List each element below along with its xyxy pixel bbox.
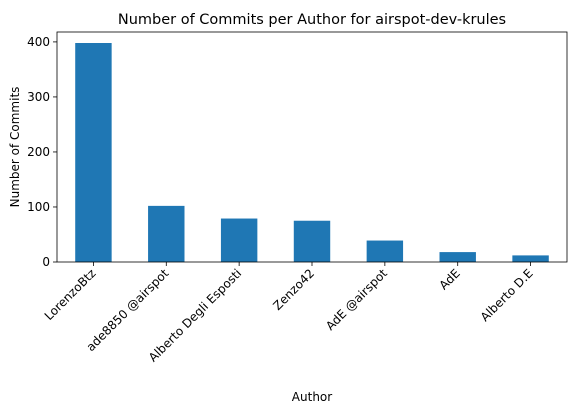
x-axis-label: Author — [292, 390, 332, 404]
axes-frame — [56, 31, 568, 263]
x-tick-label: LorenzoBtz — [42, 266, 99, 323]
y-tick-label: 100 — [27, 200, 50, 214]
y-tick-label: 200 — [27, 145, 50, 159]
bar — [512, 255, 549, 262]
y-tick-label: 400 — [27, 35, 50, 49]
bar — [75, 43, 112, 262]
bar — [366, 240, 404, 262]
x-tick-label: Zenzo42 — [270, 266, 317, 313]
y-tick-label: 300 — [27, 90, 50, 104]
x-tick-label: AdE @airspot — [323, 266, 390, 333]
y-axis-ticks: 0 100 200 300 400 — [27, 35, 57, 269]
plot-border — [56, 31, 568, 263]
bar — [148, 205, 185, 262]
chart-title: Number of Commits per Author for airspot… — [118, 12, 506, 28]
bar — [220, 218, 258, 262]
bar — [293, 220, 331, 262]
x-tick-label: AdE — [437, 266, 463, 292]
bars-group — [75, 43, 549, 262]
y-axis-label: Number of Commits — [8, 87, 22, 208]
bar — [439, 252, 476, 262]
x-tick-label: Alberto D.E — [478, 266, 536, 324]
y-tick-label: 0 — [42, 255, 50, 269]
